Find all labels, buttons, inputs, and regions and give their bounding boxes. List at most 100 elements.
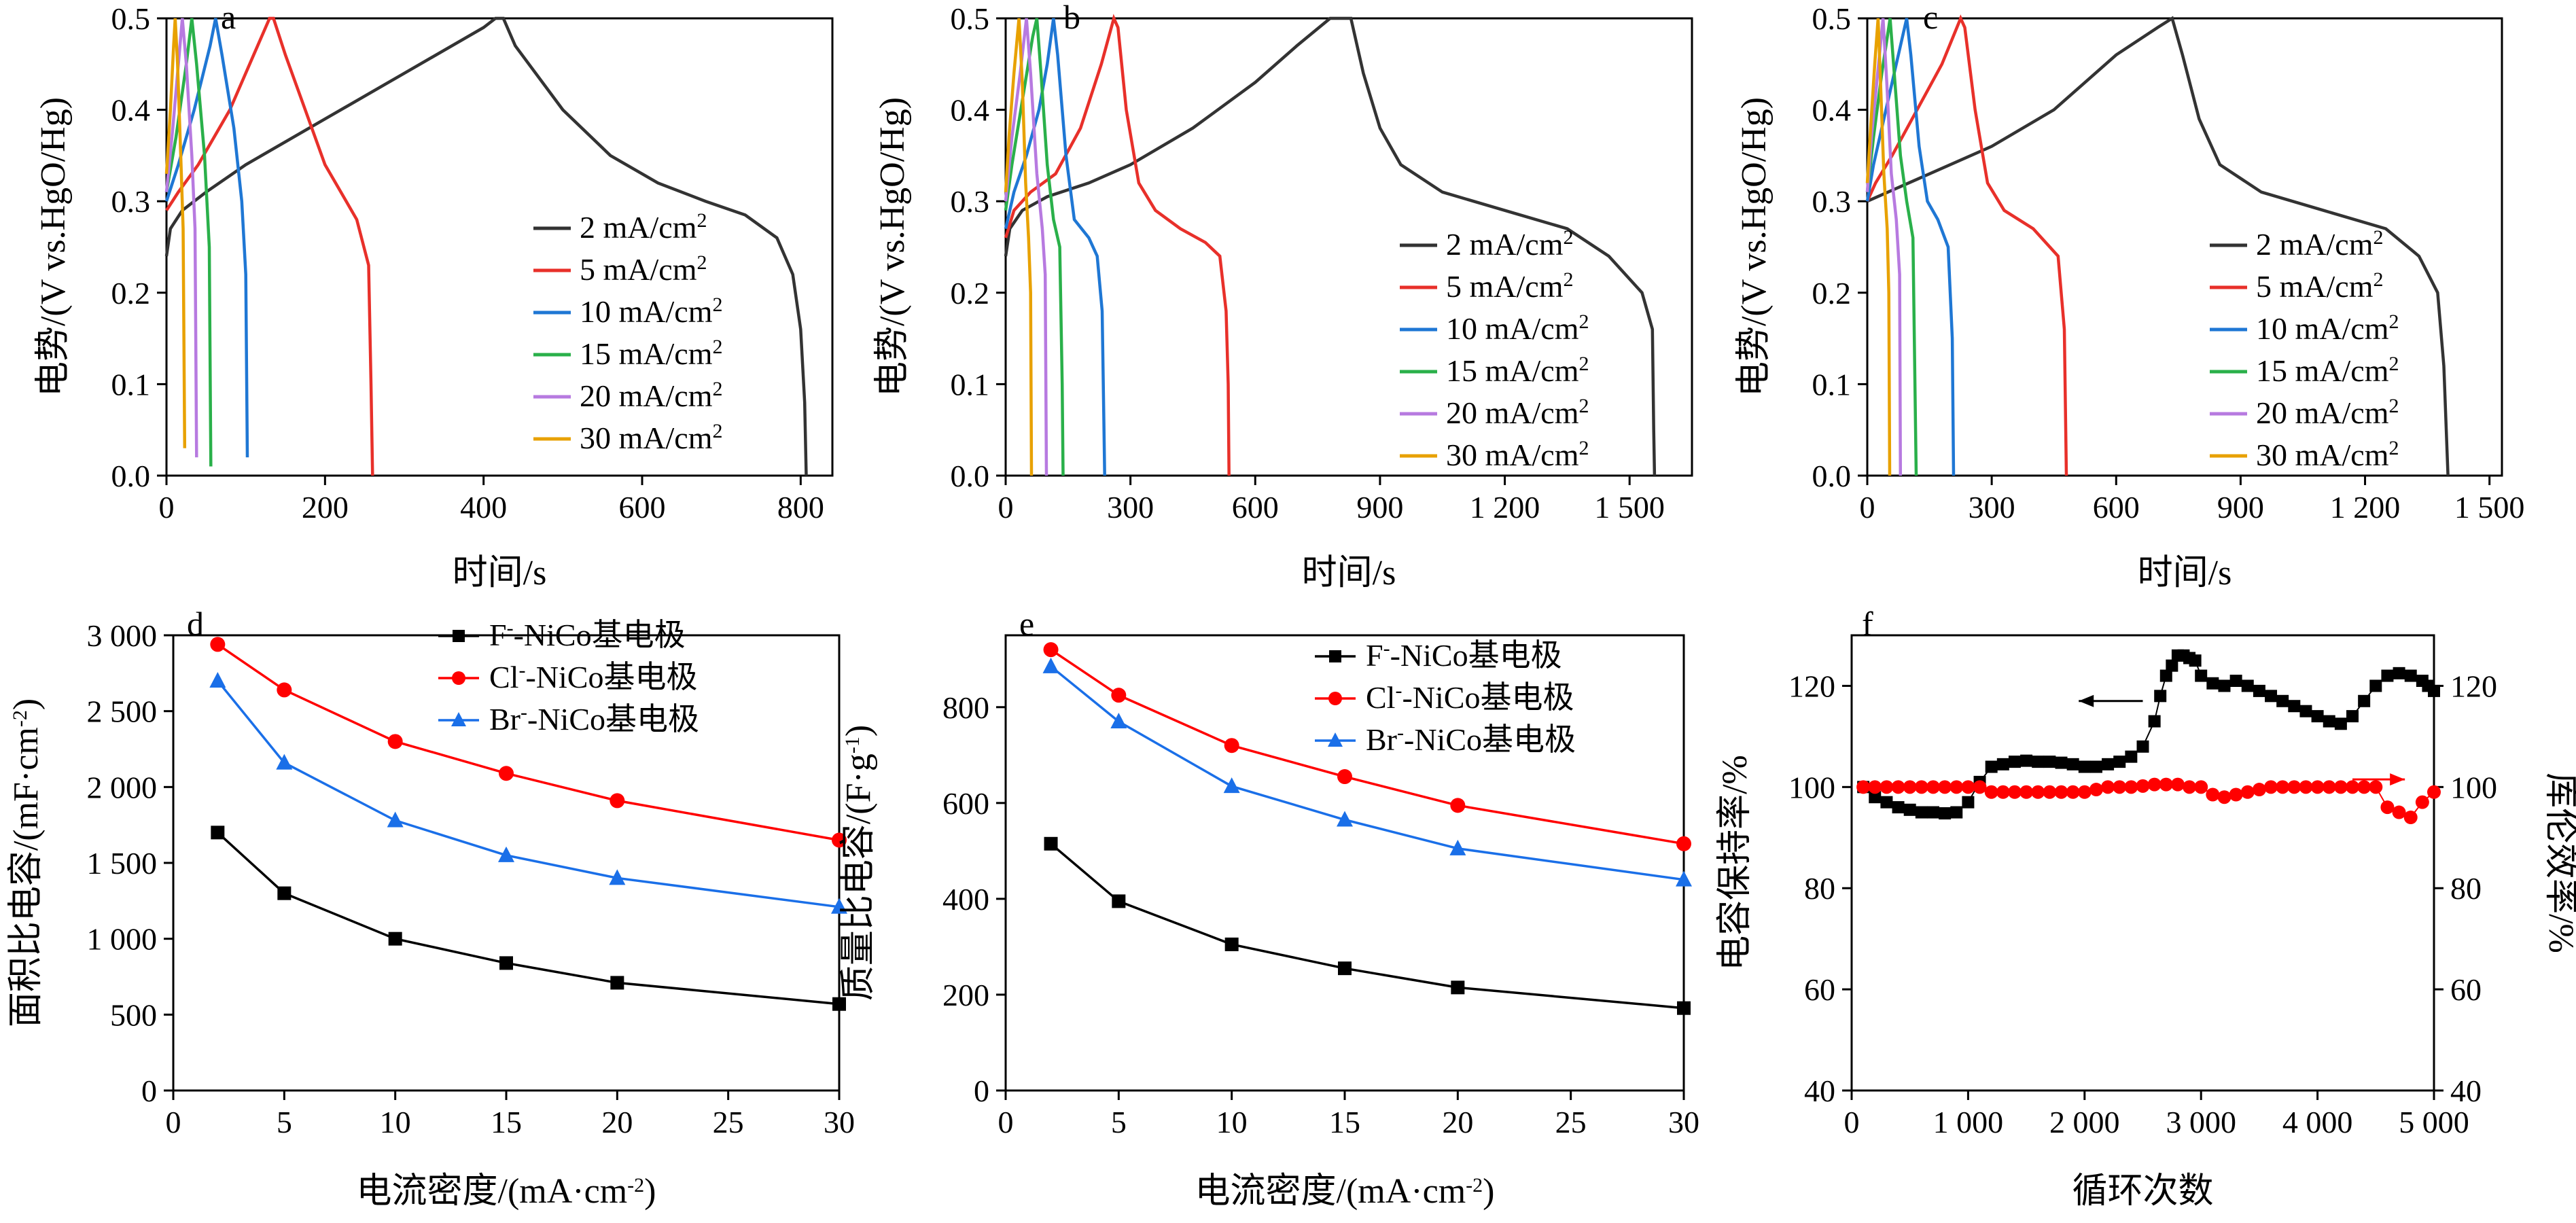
y-tick-label: 0.2 (951, 276, 990, 311)
y-tick-label: 0 (141, 1074, 157, 1108)
superscript: -2 (627, 1174, 644, 1197)
panel-e-chart: 0 5 10 15 20 25 30 0 200 400 600 800 e 电流密度/(mA·cm-2)… (839, 605, 1699, 1211)
square-marker (2381, 669, 2394, 682)
y-tick-label: 0 (974, 1074, 989, 1108)
text-span: 20 mA/cm (1446, 395, 1579, 430)
y-axis-title: 电容保持率/% (1716, 755, 1754, 971)
superscript: 2 (712, 294, 722, 316)
gcd-curve (1004, 18, 1034, 476)
square-marker (388, 932, 402, 946)
circle-marker (1224, 738, 1239, 754)
y-tick-label: 0.3 (951, 184, 990, 219)
square-marker (1892, 801, 1905, 814)
circle-marker (2217, 790, 2231, 804)
y-tick-label: 400 (942, 882, 989, 917)
rate-line (1050, 648, 1684, 845)
superscript: 2 (2373, 268, 2383, 291)
square-marker (2323, 715, 2335, 728)
right-axis-arrowhead (2390, 773, 2405, 786)
y2-axis-title: 库伦效率/% (2541, 773, 2576, 953)
y-tick-label: 0.4 (951, 93, 990, 128)
x-tick-label: 0 (159, 490, 175, 525)
gcd-curve (164, 18, 198, 458)
square-marker (1451, 980, 1465, 995)
square-marker (2089, 760, 2102, 773)
x-axis-title: 时间/s (453, 554, 547, 592)
superscript: - (1383, 637, 1390, 660)
text-span: 质量比电容/(F·g (839, 754, 878, 1001)
gcd-curve (1004, 14, 1231, 476)
legend-label: 20 mA/cm2 (1446, 395, 1589, 431)
y2-tick-label: 100 (2450, 770, 2497, 804)
superscript: 2 (2388, 311, 2399, 333)
text-span: Br (489, 702, 521, 737)
circle-marker (2322, 780, 2336, 794)
square-marker (2078, 760, 2091, 773)
superscript: -1 (841, 737, 864, 754)
text-span: 2 mA/cm (1446, 227, 1564, 262)
x-tick-label: 4 000 (2282, 1105, 2353, 1139)
gcd-curve (1004, 18, 1065, 476)
y2-tick-label: 120 (2450, 669, 2497, 703)
x-tick-label: 0 (1860, 490, 1875, 525)
legend-label: F--NiCo基电极 (489, 617, 686, 653)
legend-label: 20 mA/cm2 (2256, 395, 2399, 431)
circle-marker (832, 832, 847, 848)
superscript: - (1395, 679, 1402, 702)
panel-letter: a (221, 0, 236, 36)
text-span: 15 mA/cm (1446, 353, 1579, 388)
circle-marker (2415, 795, 2429, 809)
square-marker (1939, 807, 1952, 820)
circle-marker (1328, 692, 1342, 705)
circle-marker (2194, 780, 2208, 794)
gcd-curve (1004, 18, 1106, 476)
square-marker (2148, 715, 2161, 728)
gcd-curve (165, 16, 374, 476)
rate-line (217, 832, 840, 1006)
superscript: 2 (1578, 311, 1589, 333)
legend-label: 15 mA/cm2 (1446, 353, 1589, 389)
circle-marker (2077, 785, 2092, 799)
legend-label: 2 mA/cm2 (1446, 226, 1573, 262)
superscript: 2 (2388, 353, 2399, 375)
square-marker (277, 886, 292, 900)
circle-marker (2101, 780, 2115, 794)
panel-d-chart: 0 5 10 15 20 25 30 0 500 1 000 1 500 2 000 2 500 3 00… (7, 605, 855, 1211)
circle-marker (210, 637, 226, 652)
panel-letter: c (1923, 0, 1938, 36)
superscript: 2 (1563, 226, 1573, 249)
circle-marker (2287, 780, 2301, 794)
circle-marker (2089, 783, 2103, 797)
text-span: F (489, 618, 507, 652)
circle-marker (2031, 785, 2045, 799)
y-tick-label: 800 (942, 690, 989, 725)
text-span: 30 mA/cm (2256, 438, 2389, 472)
gcd-curve (1004, 16, 1657, 476)
square-marker (2113, 756, 2126, 768)
y-tick-label: 0.5 (951, 1, 990, 36)
square-marker (2136, 740, 2149, 753)
superscript: - (518, 659, 525, 681)
circle-marker (2299, 780, 2313, 794)
x-tick-label: 20 (601, 1105, 633, 1139)
circle-marker (499, 766, 514, 781)
plot-frame (165, 17, 834, 477)
circle-marker (1676, 836, 1691, 851)
circle-marker (1949, 780, 1964, 794)
triangle-marker (498, 846, 514, 862)
square-marker (2311, 710, 2324, 723)
circle-marker (2346, 780, 2360, 794)
y-axis-title: 电势/(V vs.HgO/Hg) (34, 97, 73, 397)
circle-marker (2136, 779, 2150, 793)
circle-marker (2147, 777, 2162, 792)
text-span: 5 mA/cm (580, 252, 697, 287)
legend-label: Br--NiCo基电极 (1366, 722, 1576, 758)
x-tick-label: 900 (1356, 490, 1403, 525)
circle-marker (2183, 780, 2197, 794)
circle-marker (2264, 780, 2278, 794)
x-tick-label: 400 (460, 490, 507, 525)
text-span: 30 mA/cm (580, 421, 713, 455)
y-tick-label: 3 000 (87, 618, 158, 653)
square-marker (1903, 803, 1916, 816)
